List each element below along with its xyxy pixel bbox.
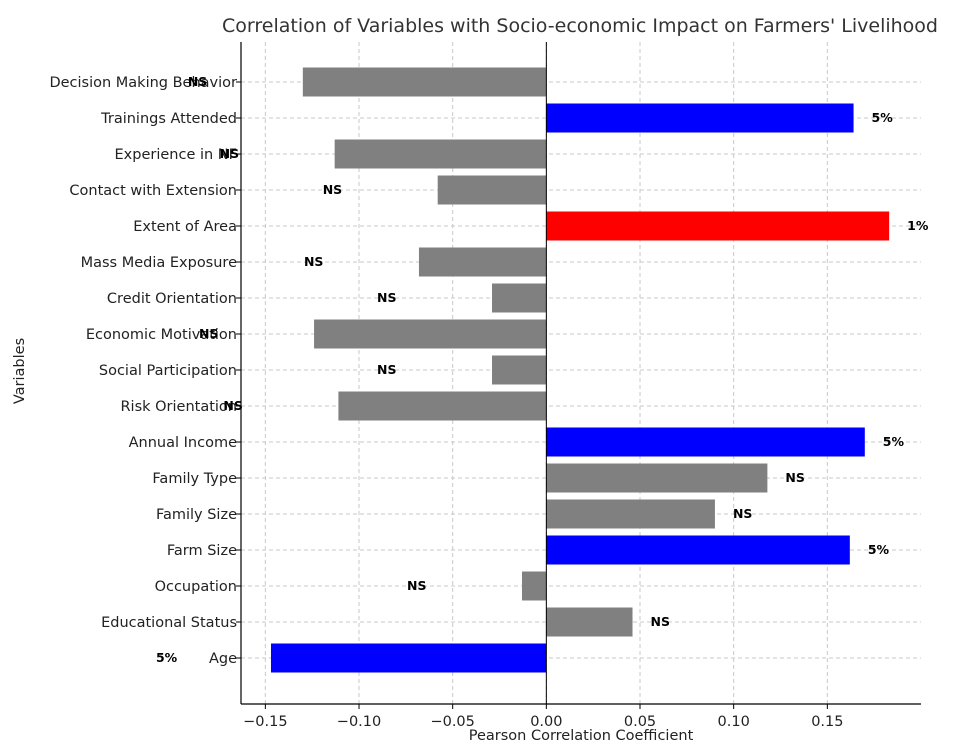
category-label: Extent of Area [133,219,237,235]
bar-farm-size [546,535,850,565]
category-label: Decision Making Behavior [49,75,237,91]
x-tick-label: −0.15 [243,714,287,730]
bar-educational-status [546,607,633,637]
significance-label: NS [199,326,218,341]
bar-social-participation [492,355,547,385]
significance-label: NS [785,470,804,485]
bar-family-size [546,499,715,529]
bar-risk-orientation [338,391,547,421]
category-label: Economic Motivation [86,327,237,343]
bar-annual-income [546,427,865,457]
significance-label: NS [304,254,323,269]
bar-family-type [546,463,768,493]
bar-decision-making-behavior [302,67,547,97]
bar-mass-media-exposure [418,247,547,277]
significance-label: NS [188,74,207,89]
category-label: Occupation [155,579,237,595]
x-tick-label: 0.00 [530,714,562,730]
x-tick-label: 0.15 [811,714,843,730]
bar-credit-orientation [492,283,547,313]
category-label: Experience in NF [115,147,238,163]
significance-label: NS [733,506,752,521]
significance-label: 5% [156,650,178,665]
significance-label: NS [220,146,239,161]
significance-label: 1% [907,218,929,233]
bar-contact-with-extension [437,175,547,205]
category-label: Family Type [152,471,237,487]
bar-occupation [521,571,547,601]
bar-layer [270,67,890,673]
category-label: Contact with Extension [69,183,237,199]
significance-label: NS [377,362,396,377]
category-label: Educational Status [101,615,237,631]
category-label: Age [209,651,237,667]
x-tick-label: −0.10 [337,714,381,730]
category-label: Trainings Attended [100,111,237,127]
x-tick-label: 0.10 [718,714,750,730]
significance-label: NS [407,578,426,593]
significance-label: 5% [872,110,894,125]
bar-age [270,643,547,673]
category-label: Social Participation [99,363,237,379]
significance-label: NS [377,290,396,305]
category-label: Credit Orientation [107,291,237,307]
y-axis-title: Variables [12,338,28,404]
category-label: Risk Orientation [120,399,237,415]
bar-experience-in-nf [334,139,547,169]
significance-label: 5% [883,434,905,449]
significance-label: NS [323,182,342,197]
bar-trainings-attended [546,103,854,133]
bar-extent-of-area [546,211,890,241]
x-tick-label: −0.05 [430,714,474,730]
category-label: Family Size [156,507,237,523]
label-layer: Age 5% Educational Status NS Occupation NS Far… [49,74,928,667]
category-label: Mass Media Exposure [81,255,237,271]
significance-label: NS [223,398,242,413]
axis-layer: −0.15 −0.10 −0.05 0.00 0.05 0.10 0.15 [236,42,921,730]
significance-label: NS [651,614,670,629]
category-label: Annual Income [129,435,237,451]
chart-title: Correlation of Variables with Socio-econ… [222,15,938,37]
category-label: Farm Size [167,543,237,559]
x-tick-label: 0.05 [624,714,656,730]
x-axis-title: Pearson Correlation Coefficient [469,728,694,742]
significance-label: 5% [868,542,890,557]
bar-economic-motivation [314,319,547,349]
